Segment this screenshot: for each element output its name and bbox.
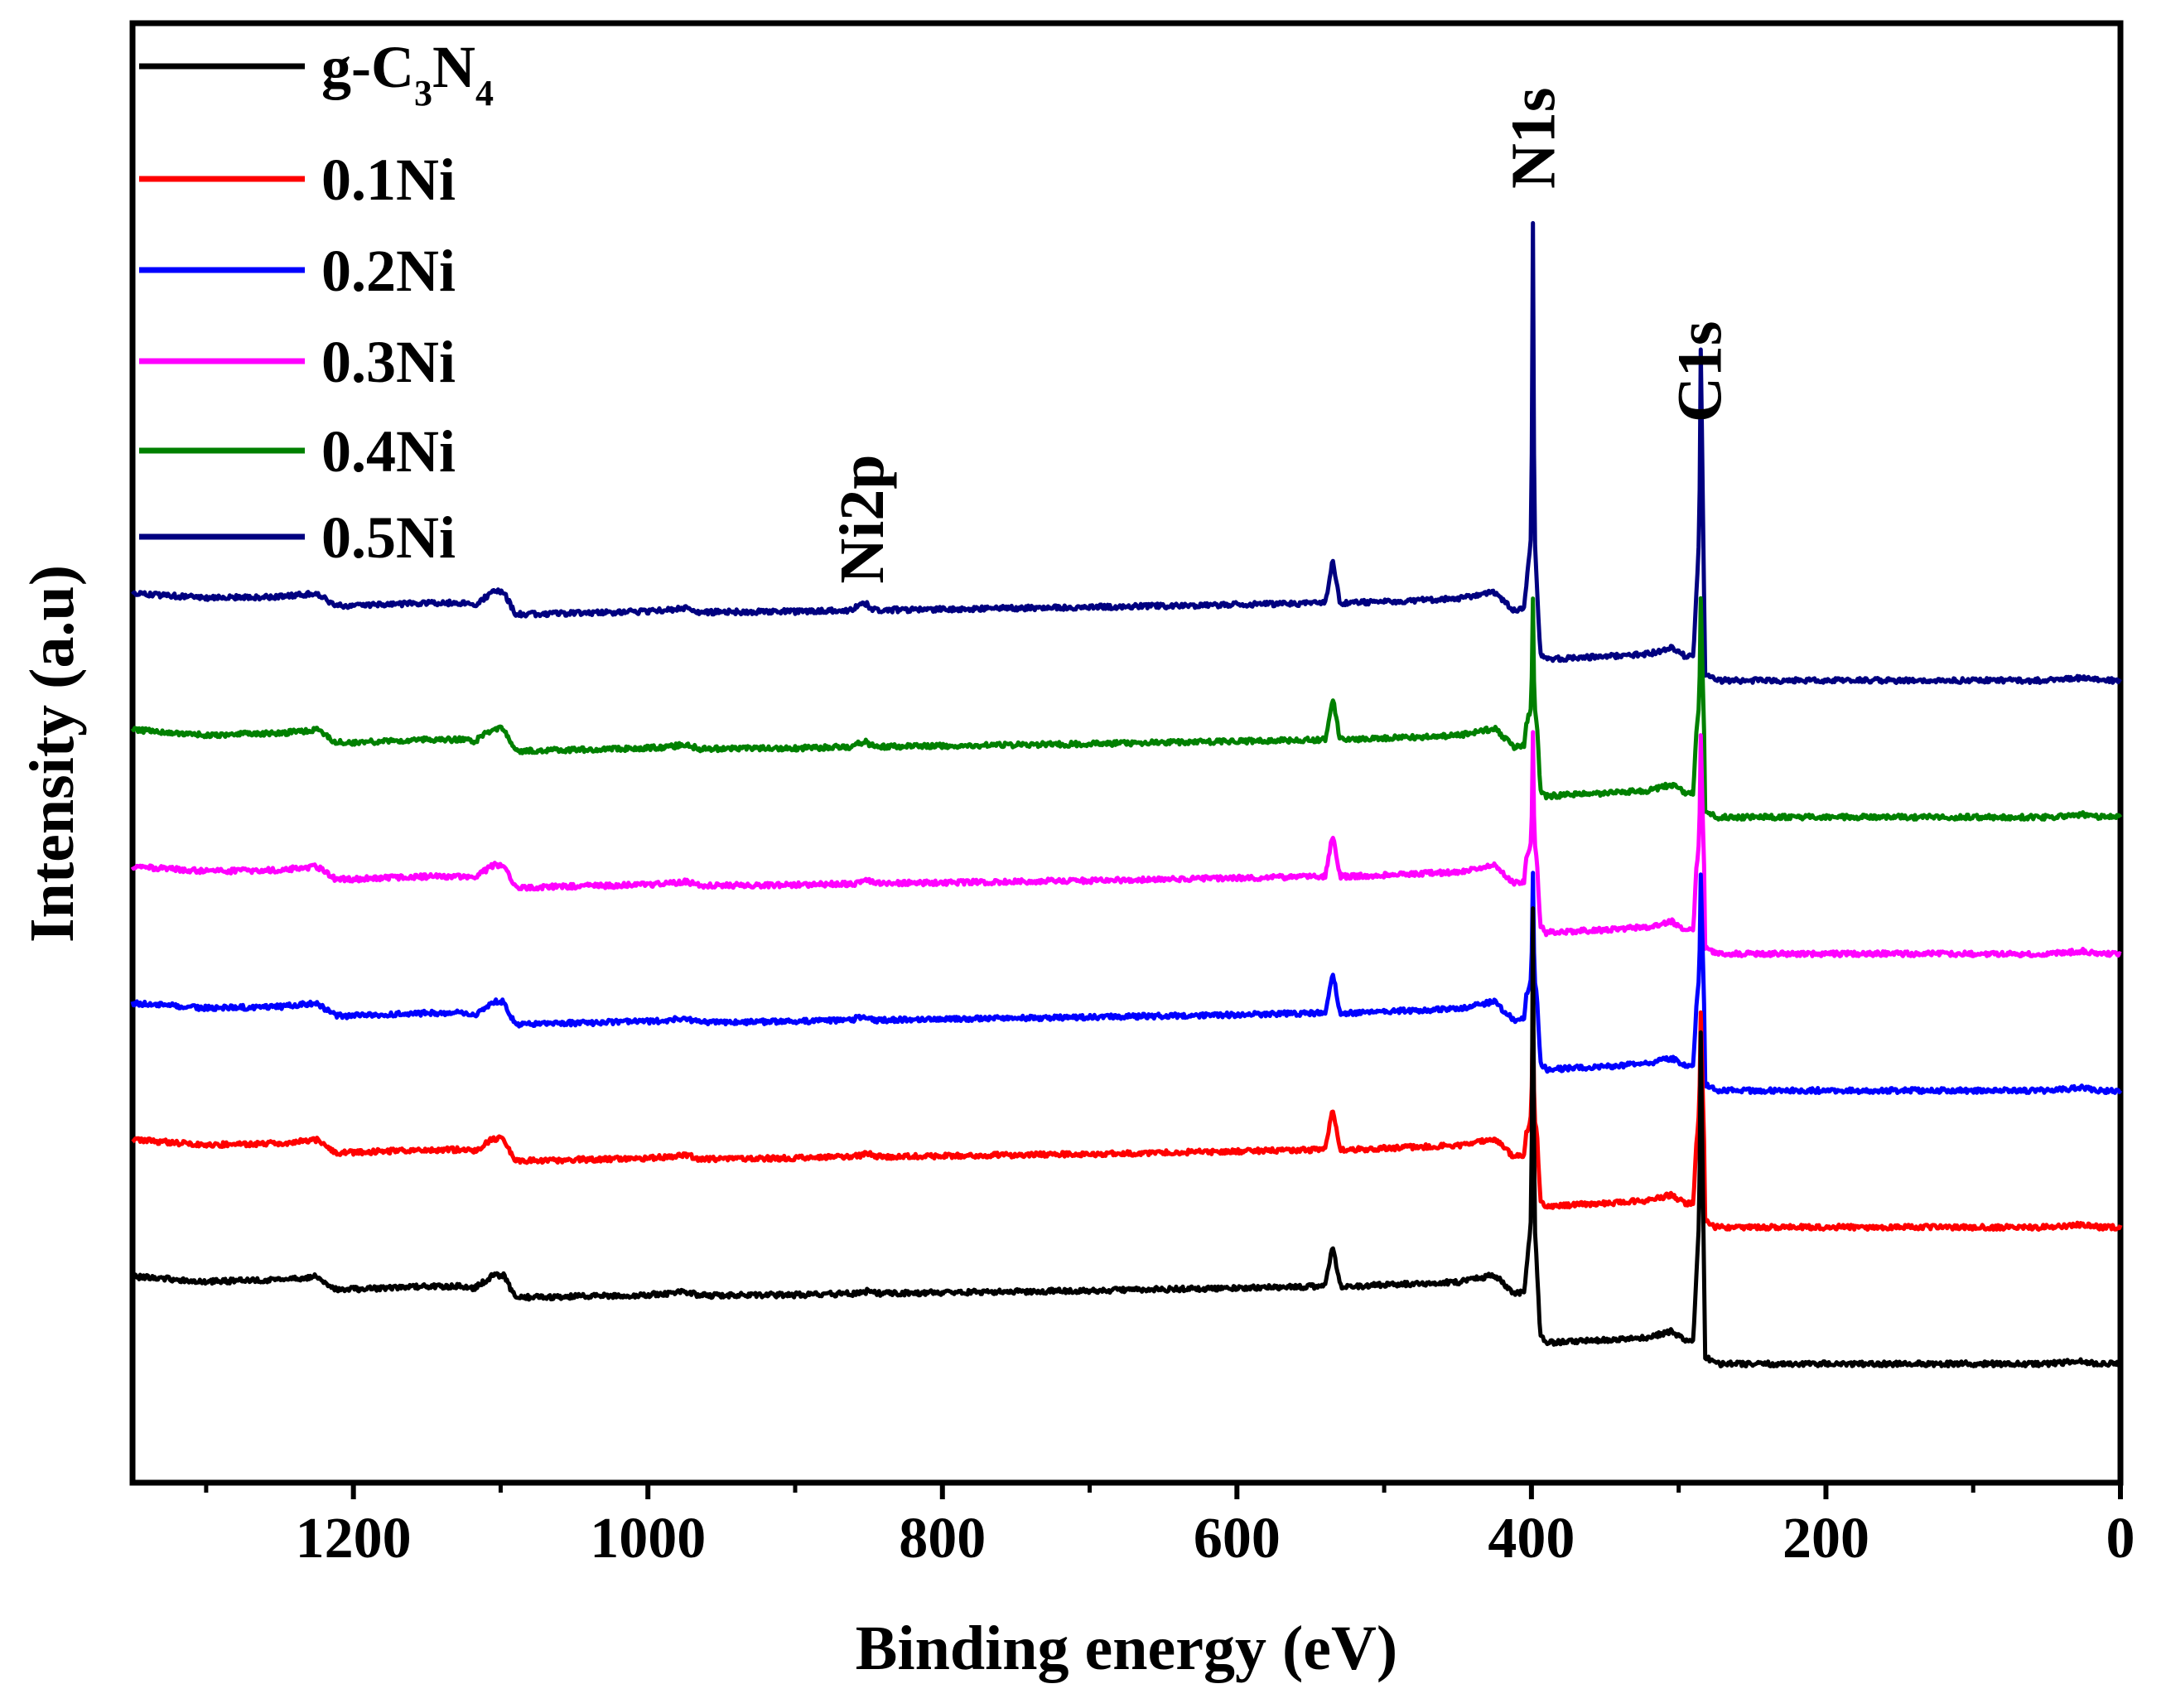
peak-label-ni2p: Ni2p [827,455,897,584]
x-axis-label: Binding energy (eV) [856,1614,1397,1683]
series-0-2ni [130,871,2123,1095]
peak-label-n1s: N1s [1499,88,1569,189]
series-g-c3n4 [131,906,2123,1368]
legend-label: g-C3N4 [321,34,494,113]
x-tick-label: 200 [1782,1507,1869,1570]
series-0-4ni [130,596,2123,822]
x-tick-label: 1200 [296,1507,412,1570]
y-axis-label: Intensity (a.u) [17,565,87,943]
legend-label: 0.2Ni [321,238,456,304]
legend: g-C3N4 0.1Ni 0.2Ni 0.3Ni 0.4Ni 0.5Ni [139,34,494,571]
legend-label: 0.1Ni [321,147,456,213]
legend-label: 0.3Ni [321,329,456,395]
x-ticks [204,1483,2123,1499]
x-tick-labels: 1200 1000 800 600 400 200 0 [296,1507,2135,1570]
x-tick-label: 800 [899,1507,986,1570]
plot-frame [129,20,2124,1486]
peak-label-c1s: C1s [1666,321,1735,422]
legend-label: 0.5Ni [321,504,456,571]
series-0-1ni [131,1003,2123,1232]
peak-annotations: Ni2p N1s C1s [827,88,1735,584]
x-tick-label: 0 [2106,1507,2135,1570]
x-tick-label: 600 [1194,1507,1281,1570]
series-layer [130,220,2123,1368]
legend-label: 0.4Ni [321,418,456,485]
x-tick-label: 400 [1488,1507,1575,1570]
series-0-5ni [131,220,2122,685]
series-0-3ni [130,730,2122,958]
x-tick-label: 1000 [590,1507,706,1570]
